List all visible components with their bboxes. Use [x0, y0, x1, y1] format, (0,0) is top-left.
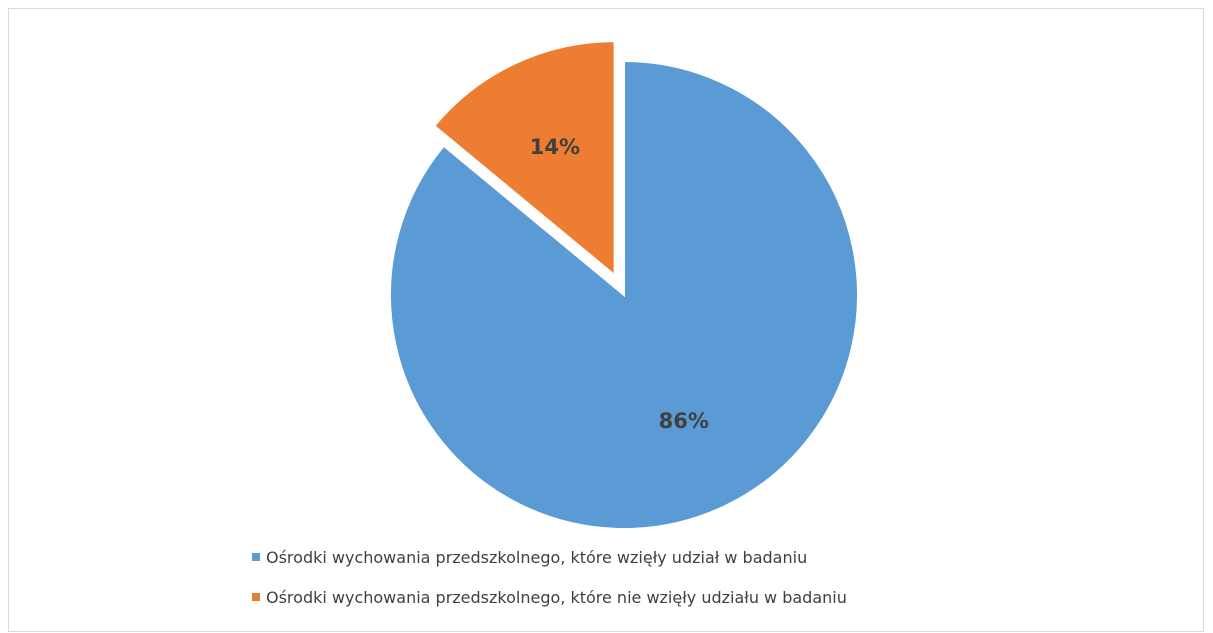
legend-swatch-participated [252, 553, 260, 561]
legend-label-participated: Ośrodki wychowania przedszkolnego, które… [266, 547, 808, 567]
pie-slice-participated [389, 59, 859, 530]
slice-label-not-participated: 14% [530, 135, 580, 159]
pie-slice-not-participated [432, 40, 616, 278]
legend-item-not-participated: Ośrodki wychowania przedszkolnego, które… [252, 586, 847, 608]
legend-swatch-not-participated [252, 593, 260, 601]
slice-label-participated: 86% [659, 409, 709, 433]
legend-item-participated: Ośrodki wychowania przedszkolnego, które… [252, 546, 847, 568]
legend-label-not-participated: Ośrodki wychowania przedszkolnego, które… [266, 587, 847, 607]
legend: Ośrodki wychowania przedszkolnego, które… [252, 546, 847, 626]
